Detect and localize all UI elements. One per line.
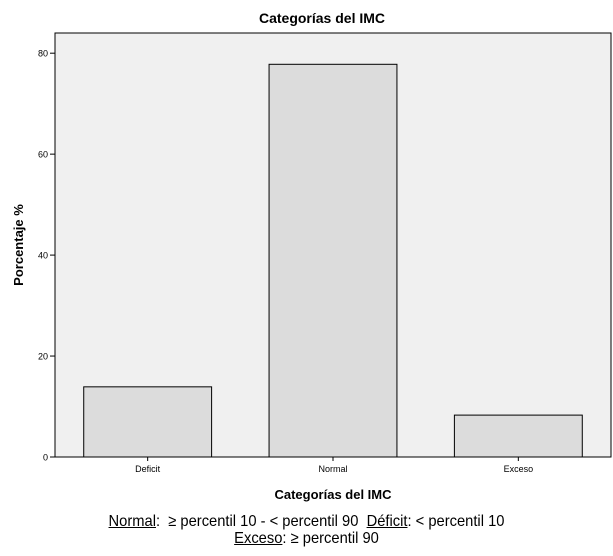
y-tick-label: 80	[38, 49, 48, 59]
bar-deficit	[83, 386, 213, 458]
bars-group	[83, 63, 583, 458]
y-tick-label: 40	[38, 251, 48, 261]
caption-line-2: Exceso: ≥ percentil 90	[25, 530, 589, 548]
x-tick-label: Deficit	[135, 464, 161, 474]
caption-text: : ≥ percentil 10 - < percentil 90	[155, 513, 367, 530]
bar-normal	[268, 63, 398, 458]
y-axis: 0 20 40 60 80	[38, 49, 55, 463]
y-tick-label: 0	[43, 453, 48, 463]
y-axis-label: Porcentaje %	[11, 204, 26, 286]
caption-term: Normal	[108, 513, 156, 530]
caption-text: : < percentil 10	[407, 513, 505, 530]
x-axis-label: Categorías del IMC	[274, 487, 392, 502]
caption-text: : ≥ percentil 90	[282, 530, 379, 547]
caption-line-1: Normal: ≥ percentil 10 - < percentil 90 …	[25, 513, 589, 531]
y-tick-label: 60	[38, 150, 48, 160]
caption-term: Exceso	[234, 530, 283, 547]
x-axis: Deficit Normal Exceso	[135, 457, 533, 474]
x-tick-label: Exceso	[504, 464, 534, 474]
chart-title: Categorías del IMC	[259, 10, 385, 26]
x-tick-label: Normal	[318, 464, 347, 474]
y-tick-label: 20	[38, 352, 48, 362]
bar-chart: Categorías del IMC 0 20 40 60 80 Deficit Norm…	[11, 10, 612, 502]
caption-term: Déficit	[366, 513, 408, 530]
bar-exceso	[453, 414, 583, 458]
